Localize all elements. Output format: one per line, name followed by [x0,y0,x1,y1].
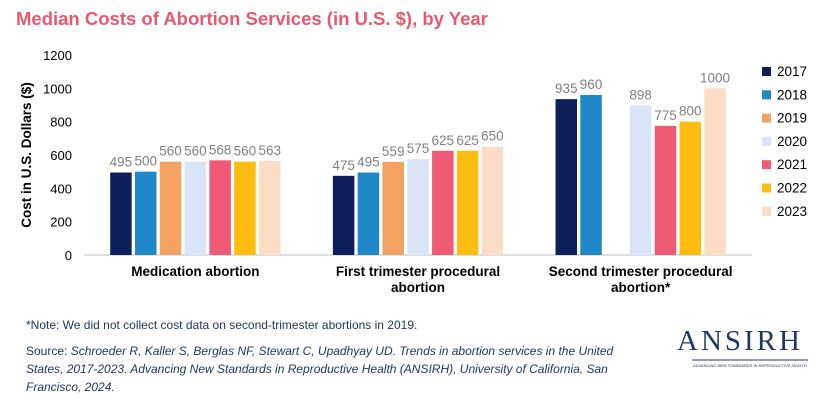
bar-2022 [456,150,479,255]
bar-2023 [258,161,281,255]
bar-2022 [234,161,256,255]
logo-tagline: ADVANCING NEW STANDARDS IN REPRODUCTIVE … [693,363,807,368]
legend-swatch-2020 [762,136,771,146]
bar-2018 [357,172,380,255]
source-text: Schroeder R, Kaller S, Berglas NF, Stewa… [26,344,614,394]
data-label: 559 [382,144,405,159]
legend-label: 2022 [777,181,807,196]
ansirh-logo: ANSIRH ADVANCING NEW STANDARDS IN REPROD… [677,325,808,368]
data-label: 500 [134,154,157,169]
bar-2021 [209,160,231,255]
category-label: abortion* [611,280,671,295]
legend-swatch-2021 [762,160,771,170]
legend-swatch-2018 [762,90,771,100]
logo-text: ANSIRH [677,325,803,357]
bar-2023 [704,88,726,255]
chart-title: Median Costs of Abortion Services (in U.… [16,8,488,29]
bar-2018 [134,171,157,255]
data-label: 495 [110,155,133,170]
bar-2020 [407,159,429,255]
y-tick-label: 800 [50,115,72,130]
y-tick-label: 400 [50,181,72,196]
chart: 0 200 400 600 800 1000 1200 Cost in U.S. Dollar… [19,48,807,295]
bar-2021 [654,125,677,255]
category-label: Medication abortion [131,264,259,279]
data-label: 495 [357,155,380,170]
source-prefix: Source: [26,344,71,358]
data-label: 575 [407,141,430,156]
bar-2017 [555,99,578,256]
bar-2023 [481,146,504,255]
y-tick-label: 600 [50,148,72,163]
category-label: First trimester procedural [336,264,500,279]
data-label: 960 [580,77,603,92]
y-tick-label: 1200 [43,48,72,63]
y-tick-label: 200 [50,215,72,230]
bar-2020 [629,105,652,255]
legend-label: 2017 [777,64,807,79]
data-label: 650 [481,129,504,144]
legend-swatch-2017 [762,67,771,76]
data-label: 475 [332,158,355,173]
legend-swatch-2022 [762,183,771,193]
y-tick-label: 0 [65,248,72,263]
data-label: 560 [234,144,257,159]
bar-2017 [332,175,355,255]
data-label: 560 [184,144,207,159]
bar-2021 [432,150,454,255]
data-label: 563 [258,143,281,158]
footnote: *Note: We did not collect cost data on s… [26,318,418,332]
legend-label: 2023 [777,204,807,219]
legend-label: 2020 [777,134,807,149]
data-label: 898 [629,87,652,102]
category-label: abortion [391,280,445,295]
bar-2018 [580,95,602,255]
bar-2019 [159,161,182,255]
legend-label: 2018 [777,87,807,102]
legend-label: 2021 [777,157,807,172]
legend-swatch-2023 [762,206,771,216]
legend-label: 2019 [777,111,807,126]
bar-2020 [184,161,207,255]
source-citation: Source: Schroeder R, Kaller S, Berglas N… [26,342,626,396]
data-label: 935 [555,81,578,96]
legend-swatch-2019 [762,113,771,123]
data-label: 625 [456,133,479,148]
bar-2022 [679,121,702,256]
bar-2017 [110,172,132,255]
data-label: 625 [432,133,455,148]
data-label: 560 [159,144,182,159]
y-axis-title: Cost in U.S. Dollars ($) [19,82,34,228]
data-label: 800 [679,104,702,119]
category-label: Second trimester procedural [549,264,733,279]
data-label: 568 [209,142,232,157]
data-label: 775 [654,108,677,123]
y-tick-label: 1000 [43,81,72,96]
bar-2019 [382,161,404,255]
data-label: 1000 [700,70,730,85]
